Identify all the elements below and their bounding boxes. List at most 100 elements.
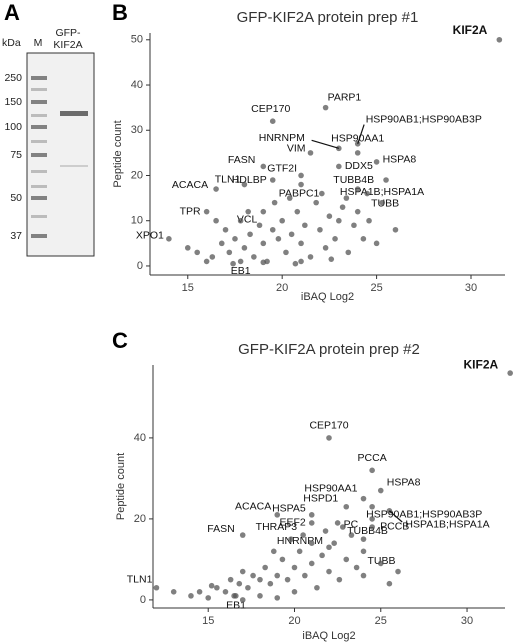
y-tick-label: 20 bbox=[131, 169, 143, 181]
point bbox=[354, 150, 361, 156]
lane-label: KIF2A bbox=[53, 39, 82, 51]
point bbox=[373, 240, 380, 247]
point bbox=[507, 370, 513, 376]
point bbox=[334, 520, 341, 526]
point bbox=[369, 503, 375, 510]
marker-band bbox=[31, 125, 47, 129]
point-label: THRAP3 bbox=[256, 521, 298, 533]
point bbox=[153, 584, 160, 591]
panel-letter: B bbox=[112, 0, 128, 25]
point-label: FASN bbox=[228, 154, 255, 166]
x-tick-label: 30 bbox=[465, 282, 477, 294]
point bbox=[496, 36, 503, 43]
point bbox=[360, 236, 367, 242]
point-label: HSPA5 bbox=[272, 503, 306, 515]
y-tick-label: 10 bbox=[131, 215, 143, 227]
point bbox=[213, 217, 219, 224]
point bbox=[343, 503, 350, 510]
point bbox=[203, 258, 210, 265]
point bbox=[360, 548, 367, 555]
x-tick-label: 15 bbox=[182, 282, 194, 294]
point-label: HSP90AB1;HSP90AB3P bbox=[366, 114, 482, 126]
point bbox=[300, 532, 306, 538]
point bbox=[373, 159, 380, 165]
marker-band bbox=[31, 215, 47, 218]
point bbox=[326, 435, 332, 441]
marker-band bbox=[31, 88, 47, 91]
marker-band bbox=[31, 170, 47, 173]
point-label: ACACA bbox=[172, 179, 208, 191]
point bbox=[331, 540, 337, 546]
point bbox=[307, 254, 314, 260]
marker-band bbox=[31, 153, 47, 157]
marker-band bbox=[31, 234, 47, 238]
point bbox=[166, 236, 172, 242]
x-tick-label: 25 bbox=[370, 282, 382, 294]
point bbox=[343, 195, 350, 201]
point bbox=[205, 595, 212, 601]
point bbox=[184, 245, 191, 251]
point-label: PABPC1 bbox=[279, 187, 320, 199]
point bbox=[245, 208, 251, 215]
point bbox=[298, 181, 304, 188]
point bbox=[208, 582, 215, 589]
point bbox=[369, 467, 375, 474]
point bbox=[313, 199, 319, 206]
point bbox=[308, 560, 315, 567]
point-label: HSPA8 bbox=[387, 476, 421, 488]
point-label: HNRNPM bbox=[277, 535, 323, 547]
marker-band bbox=[31, 185, 47, 188]
point-label: TUBB bbox=[371, 197, 399, 209]
point bbox=[328, 256, 335, 262]
point-label: FASN bbox=[207, 523, 234, 535]
point bbox=[353, 564, 360, 571]
point bbox=[360, 572, 367, 579]
marker-band bbox=[31, 114, 47, 117]
point-label: PCCA bbox=[358, 452, 387, 464]
lane-label: M bbox=[34, 37, 43, 49]
y-tick-label: 20 bbox=[134, 513, 146, 525]
panel-letter: A bbox=[4, 0, 20, 25]
y-axis-label: Peptide count bbox=[112, 120, 124, 187]
point bbox=[260, 240, 267, 247]
point-label: KIF2A bbox=[453, 23, 488, 37]
point bbox=[279, 217, 285, 224]
point bbox=[369, 524, 375, 530]
point bbox=[232, 236, 238, 242]
y-axis-label: Peptide count bbox=[115, 453, 127, 520]
point bbox=[322, 245, 329, 251]
point bbox=[260, 208, 267, 215]
point bbox=[196, 589, 203, 595]
marker-label: 37 bbox=[10, 230, 22, 242]
point bbox=[251, 254, 257, 260]
point-label: CEP170 bbox=[251, 103, 290, 115]
point bbox=[270, 548, 277, 555]
point-label: HSPA1B;HSPA1A bbox=[405, 519, 489, 531]
x-axis-label: iBAQ Log2 bbox=[302, 630, 355, 642]
point bbox=[366, 217, 372, 224]
x-tick-label: 20 bbox=[288, 615, 300, 627]
marker-label: 100 bbox=[4, 121, 22, 133]
point bbox=[269, 177, 276, 183]
point-label: EEF2 bbox=[279, 517, 305, 529]
leader-line bbox=[357, 124, 365, 145]
y-tick-label: 50 bbox=[131, 34, 143, 46]
point bbox=[284, 576, 291, 583]
point bbox=[214, 584, 220, 591]
leader-line bbox=[388, 510, 403, 523]
point bbox=[237, 217, 244, 224]
point bbox=[250, 572, 256, 579]
point bbox=[322, 104, 329, 111]
point bbox=[379, 199, 386, 206]
point bbox=[296, 548, 303, 555]
point bbox=[326, 568, 332, 575]
point bbox=[345, 249, 352, 256]
point bbox=[260, 259, 267, 266]
point-label: HSPD1 bbox=[303, 493, 338, 505]
point bbox=[336, 217, 342, 224]
point-label: TUBB4B bbox=[333, 174, 374, 186]
point bbox=[354, 208, 361, 215]
point-label: KIF2A bbox=[464, 357, 499, 371]
point-label: HSP90AA1 bbox=[331, 133, 384, 145]
